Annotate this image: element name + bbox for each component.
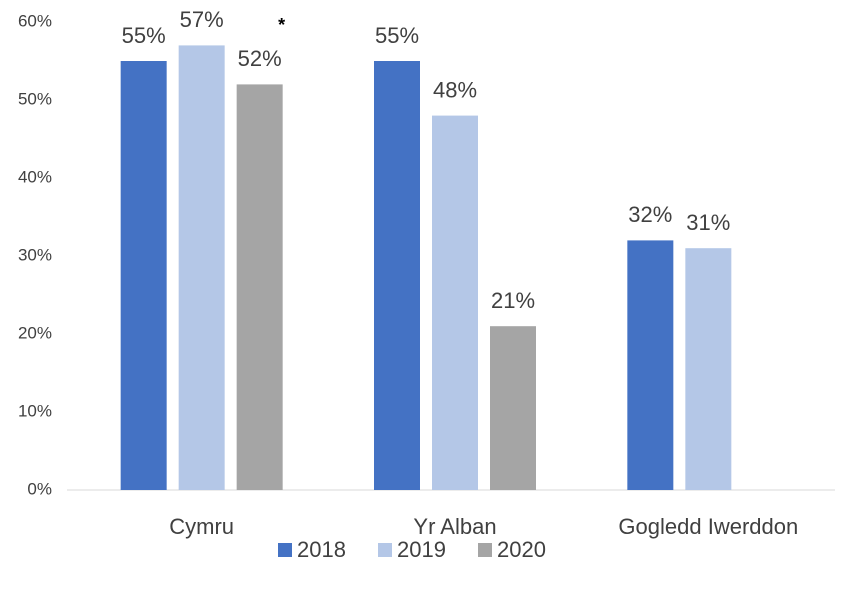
annotation: * — [278, 15, 285, 35]
bar — [178, 45, 225, 491]
y-tick-label: 20% — [18, 323, 52, 342]
value-label: 21% — [491, 288, 535, 313]
y-tick-label: 50% — [18, 89, 52, 108]
bar — [120, 61, 167, 490]
value-label: 31% — [686, 210, 730, 235]
y-tick-label: 10% — [18, 401, 52, 420]
bar — [236, 84, 283, 491]
y-tick-label: 0% — [27, 479, 52, 498]
y-tick-label: 60% — [18, 11, 52, 30]
value-label: 57% — [180, 7, 224, 32]
legend-swatch — [478, 543, 492, 557]
legend-label: 2018 — [297, 537, 346, 562]
value-label: 55% — [122, 23, 166, 48]
bar — [685, 248, 732, 490]
legend-swatch — [278, 543, 292, 557]
bar — [432, 115, 478, 490]
value-label: 32% — [628, 202, 672, 227]
value-label: 55% — [375, 23, 419, 48]
x-tick-label: Gogledd Iwerddon — [618, 514, 798, 539]
value-label: 48% — [433, 77, 477, 102]
legend-label: 2020 — [497, 537, 546, 562]
y-tick-label: 40% — [18, 167, 52, 186]
x-tick-label: Cymru — [169, 514, 234, 539]
legend-label: 2019 — [397, 537, 446, 562]
bar — [627, 240, 674, 490]
x-tick-label: Yr Alban — [413, 514, 496, 539]
y-tick-label: 30% — [18, 245, 52, 264]
bar — [490, 326, 536, 490]
legend-swatch — [378, 543, 392, 557]
bar — [374, 61, 420, 490]
value-label: 52% — [238, 46, 282, 71]
